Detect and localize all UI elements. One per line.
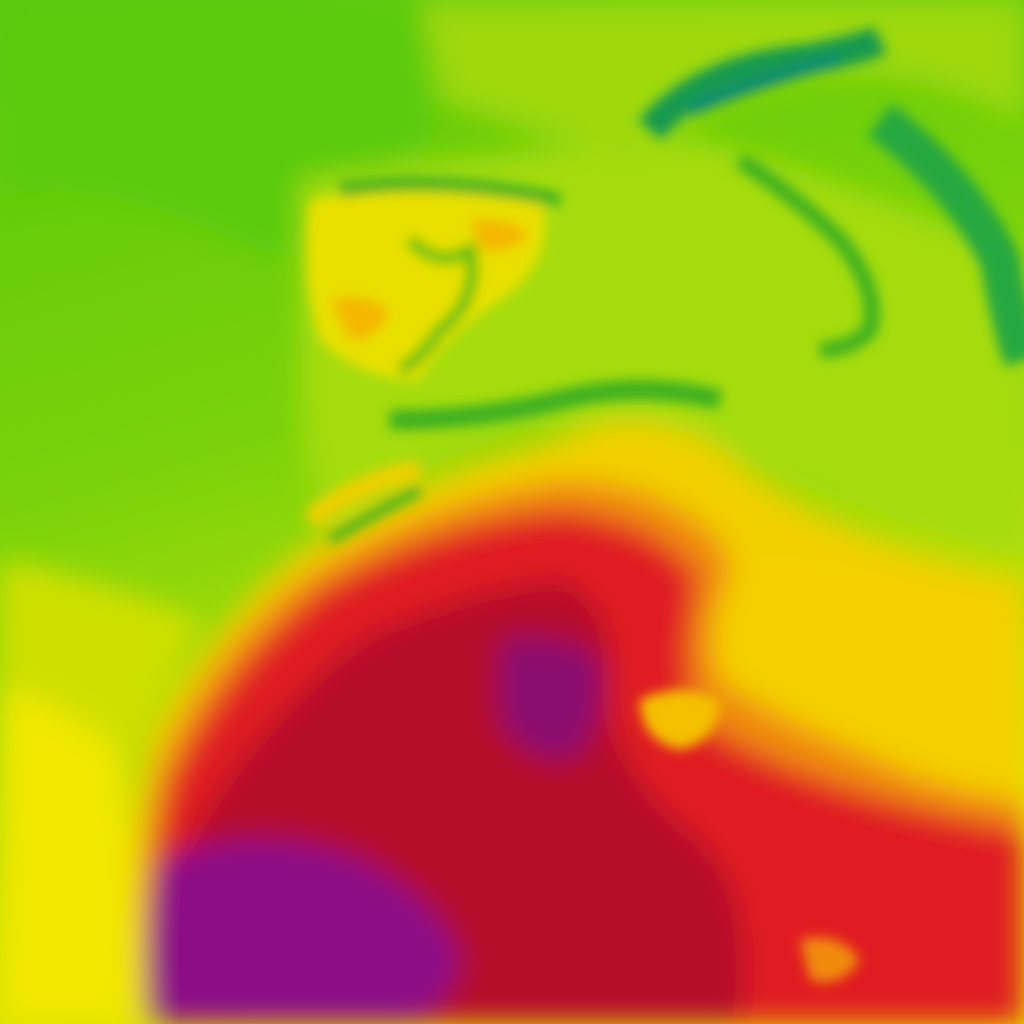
mountain [397, 235, 478, 376]
hot-zone [713, 560, 1024, 800]
alps-peak [687, 54, 842, 116]
highland [640, 690, 720, 750]
alps [638, 26, 887, 140]
mountain [327, 485, 423, 545]
terrain-detail [303, 26, 1024, 983]
plateau-hot [330, 296, 390, 340]
mountain [389, 380, 723, 430]
coast [303, 460, 422, 528]
apennines [735, 153, 880, 358]
warm-zone [0, 560, 200, 760]
plateau-hot [470, 219, 530, 251]
highland [800, 937, 860, 983]
peak-zone [146, 840, 460, 1024]
warm-zone [0, 680, 134, 1024]
mountain [338, 177, 562, 207]
balkans [867, 104, 1024, 367]
peak-zone [500, 637, 602, 760]
